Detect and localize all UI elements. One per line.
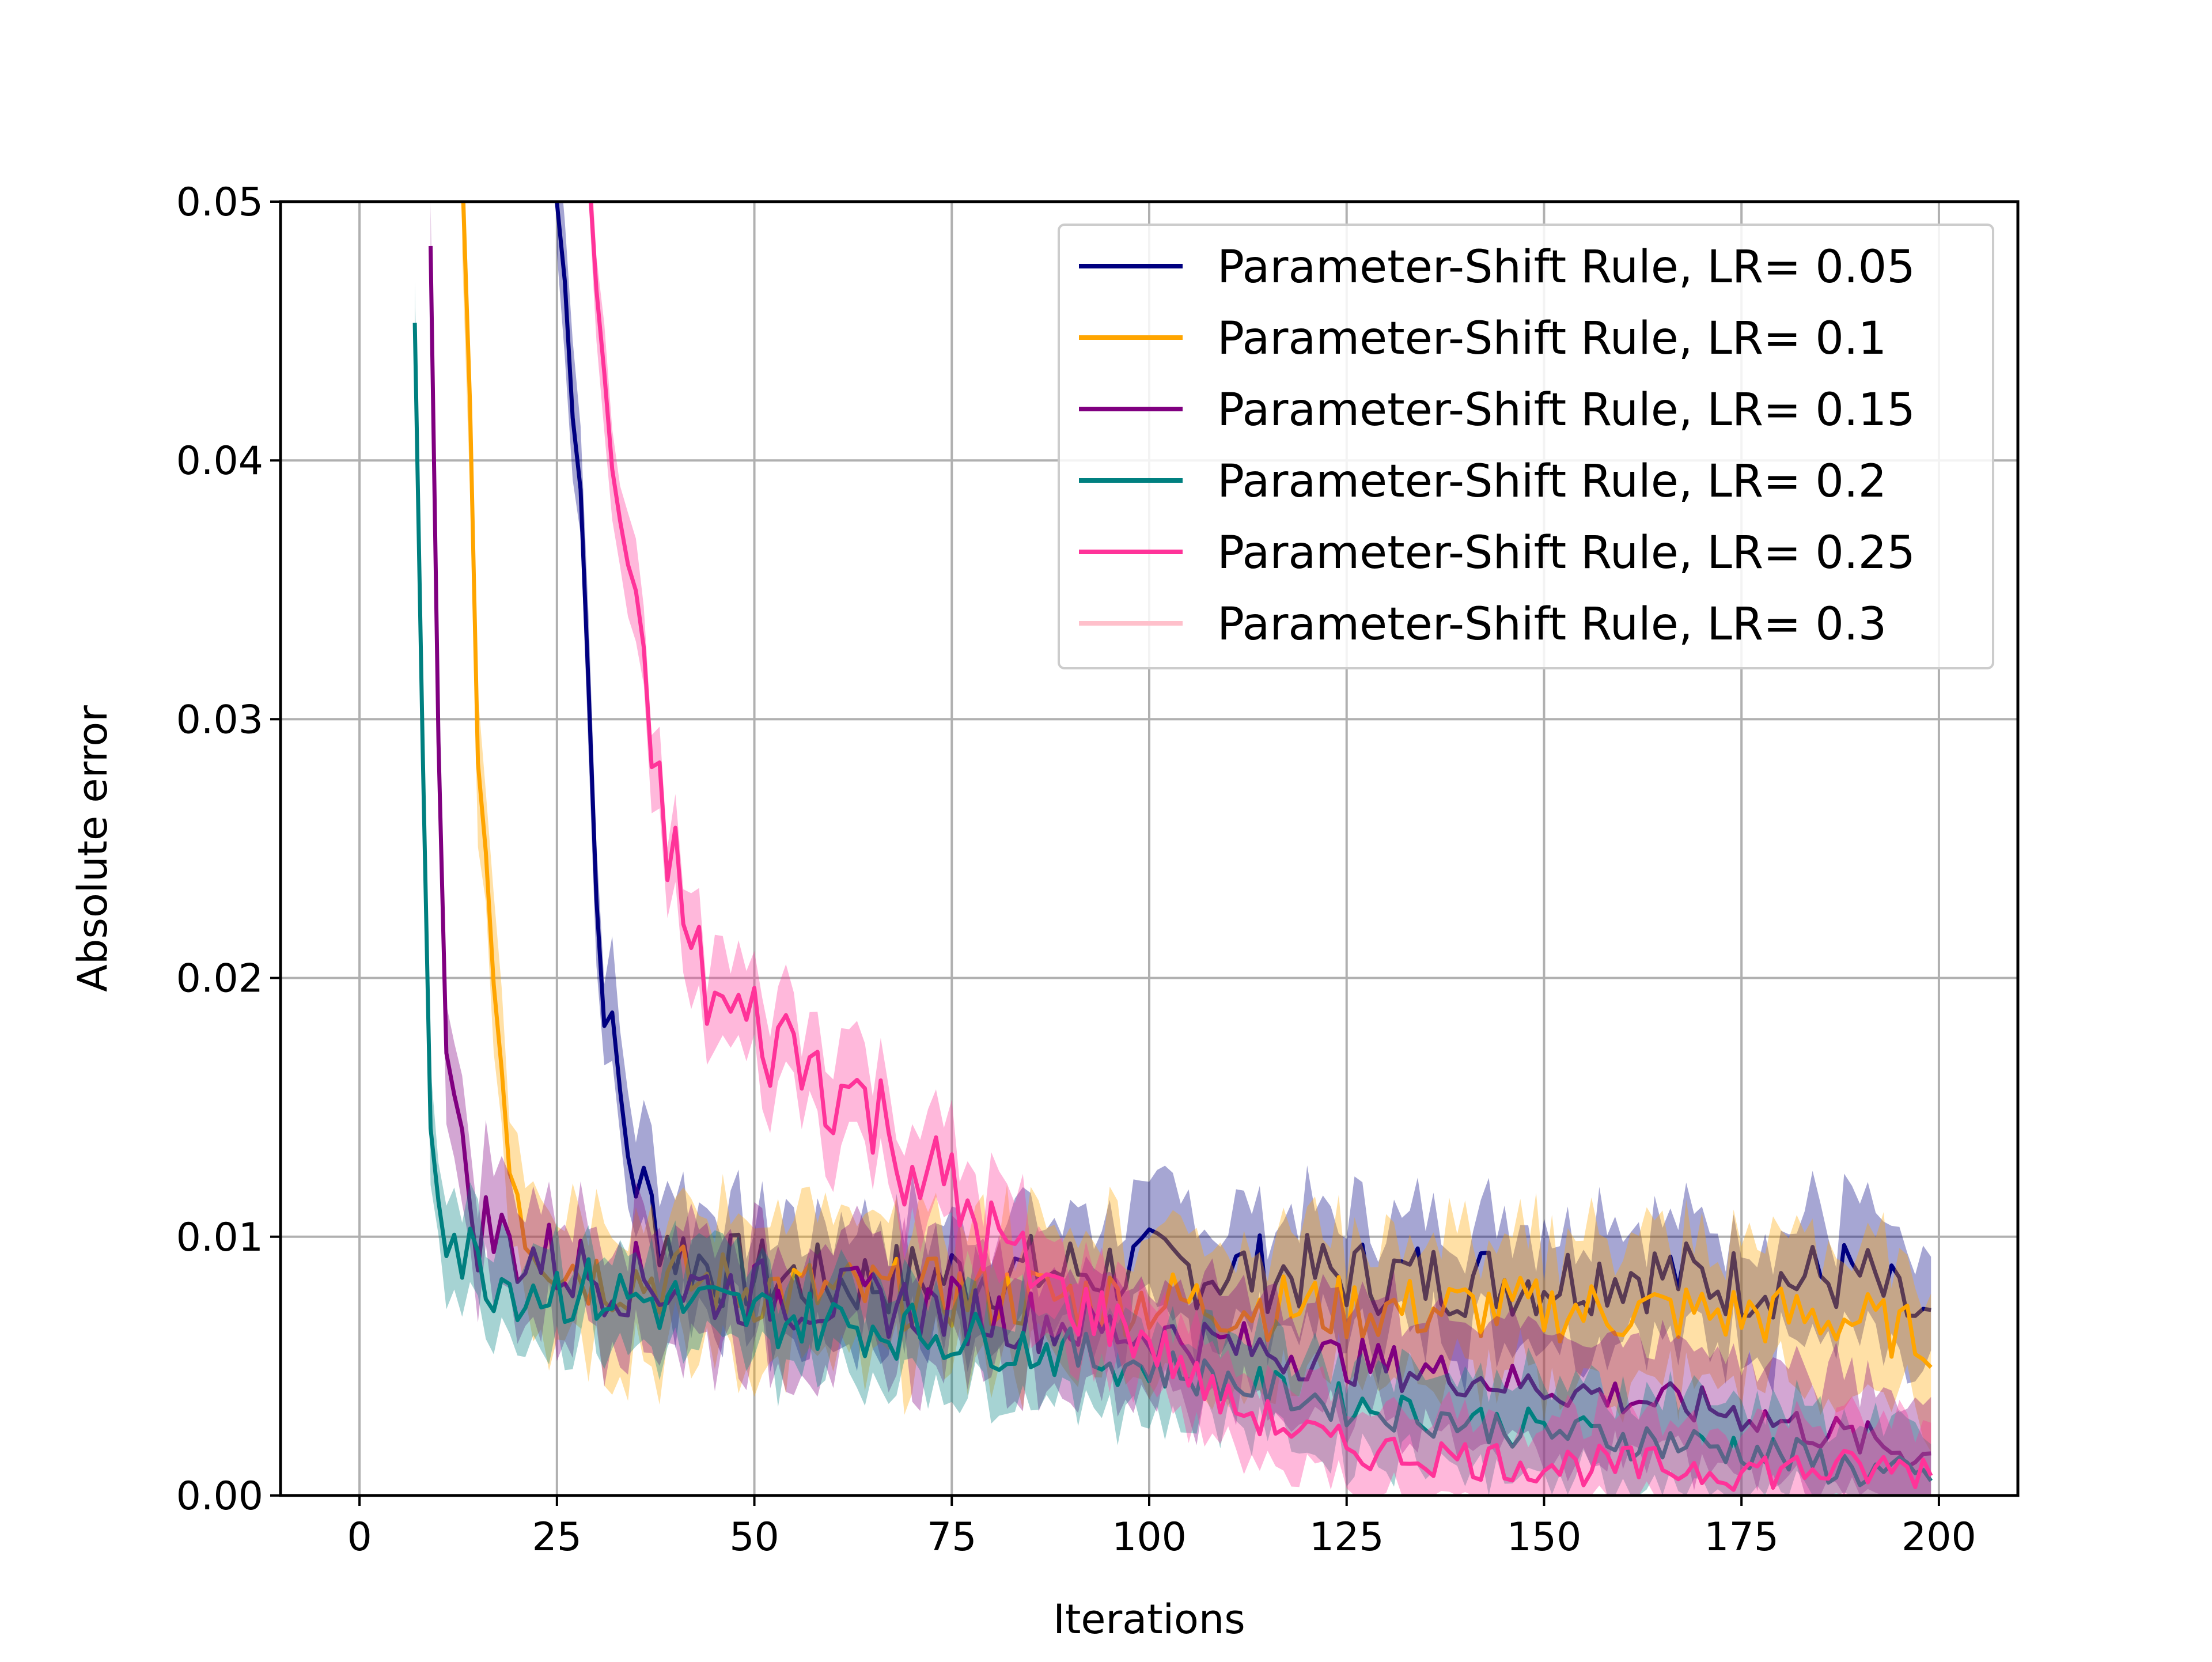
y-tick-label: 0.00 — [176, 1474, 263, 1519]
legend-label-2: Parameter-Shift Rule, LR= 0.15 — [1217, 384, 1915, 436]
y-tick-label: 0.02 — [176, 956, 263, 1002]
y-tick-label: 0.03 — [176, 697, 263, 743]
x-tick-label: 50 — [729, 1515, 779, 1560]
y-tick-label: 0.05 — [176, 180, 263, 225]
axis-ticks: 0 25 50 75 100 125 150 175 200 0.00 0.01 0.02 0.03 0.… — [176, 180, 1976, 1560]
legend-label-1: Parameter-Shift Rule, LR= 0.1 — [1217, 313, 1887, 365]
x-tick-label: 125 — [1309, 1515, 1384, 1560]
x-tick-label: 0 — [347, 1515, 372, 1560]
series-band-4 — [589, 202, 1931, 1496]
series-line-0 — [555, 202, 1931, 1320]
x-tick-label: 200 — [1902, 1515, 1976, 1560]
legend-label-4: Parameter-Shift Rule, LR= 0.25 — [1217, 527, 1915, 579]
x-tick-label: 175 — [1704, 1515, 1779, 1560]
series-line-4 — [589, 202, 1933, 1492]
series-band-2 — [430, 202, 1931, 1496]
legend: Parameter-Shift Rule, LR= 0.05 Parameter-… — [1058, 224, 1994, 669]
y-tick-label: 0.04 — [176, 438, 263, 484]
x-tick-label: 75 — [927, 1515, 977, 1560]
legend-box — [1058, 224, 1994, 669]
x-tick-label: 150 — [1507, 1515, 1582, 1560]
series-line-3 — [412, 323, 1933, 1487]
x-axis-label: Iterations — [1053, 1596, 1245, 1643]
series-band-1 — [462, 202, 1931, 1452]
legend-label-5: Parameter-Shift Rule, LR= 0.3 — [1217, 599, 1887, 650]
series-group — [412, 202, 1933, 1496]
y-axis-label: Absolute error — [69, 705, 116, 992]
legend-label-3: Parameter-Shift Rule, LR= 0.2 — [1217, 456, 1887, 508]
x-tick-label: 25 — [532, 1515, 582, 1560]
series-line-1 — [461, 202, 1933, 1369]
x-tick-label: 100 — [1112, 1515, 1187, 1560]
y-tick-label: 0.01 — [176, 1215, 263, 1260]
legend-label-0: Parameter-Shift Rule, LR= 0.05 — [1217, 241, 1915, 293]
